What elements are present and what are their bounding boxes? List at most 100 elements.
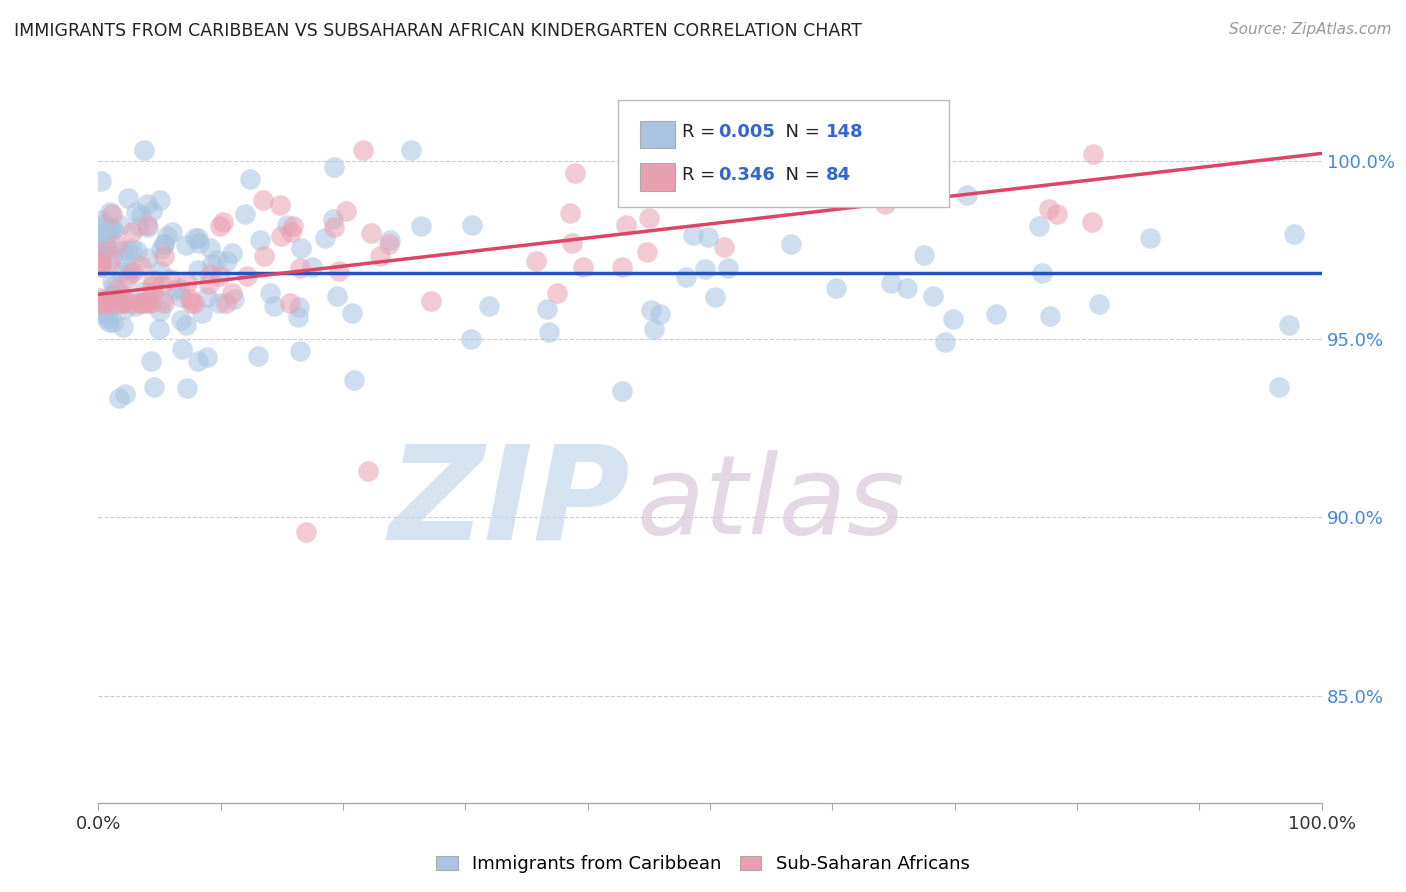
Point — [96, 307, 118, 321]
Point — [136, 197, 159, 211]
Point — [141, 203, 163, 218]
Point — [636, 244, 658, 259]
Point — [142, 273, 165, 287]
Point — [215, 254, 238, 268]
Point — [263, 299, 285, 313]
Point — [103, 223, 125, 237]
Point — [187, 231, 209, 245]
Point — [524, 254, 547, 268]
Point — [201, 256, 224, 270]
Point — [90, 260, 112, 274]
Point — [207, 296, 229, 310]
Point — [643, 322, 665, 336]
Text: R =: R = — [682, 166, 721, 184]
Point — [89, 233, 111, 247]
Point — [101, 207, 124, 221]
Point — [378, 233, 401, 247]
Point — [105, 296, 128, 310]
Point — [536, 302, 558, 317]
Point — [149, 194, 172, 208]
Point — [89, 291, 111, 305]
Point — [205, 252, 228, 267]
Point — [253, 249, 276, 263]
Point — [136, 219, 159, 234]
Point — [1028, 219, 1050, 233]
Point — [91, 247, 114, 261]
Point — [717, 260, 740, 275]
Point — [780, 236, 803, 251]
Point — [134, 143, 156, 157]
Point — [136, 293, 159, 307]
Point — [135, 294, 157, 309]
Point — [1081, 146, 1104, 161]
Point — [105, 282, 128, 296]
Point — [138, 251, 160, 265]
Point — [125, 204, 148, 219]
Point — [896, 281, 918, 295]
Point — [215, 296, 238, 310]
Point — [96, 241, 118, 255]
Point — [616, 218, 638, 232]
Point — [942, 312, 965, 326]
Point — [187, 263, 209, 277]
Point — [880, 276, 903, 290]
Point — [114, 302, 136, 317]
Point — [128, 296, 150, 310]
Point — [1267, 380, 1289, 394]
Point — [695, 261, 717, 276]
Point — [378, 237, 401, 252]
Point — [107, 392, 129, 406]
Point — [150, 243, 173, 257]
FancyBboxPatch shape — [640, 163, 675, 191]
Point — [187, 235, 209, 250]
Point — [640, 303, 662, 318]
Point — [111, 319, 134, 334]
Point — [89, 212, 111, 227]
Point — [301, 260, 323, 274]
Point — [108, 218, 131, 232]
Point — [121, 265, 143, 279]
Point — [236, 268, 259, 283]
Point — [610, 384, 633, 398]
Point — [91, 244, 114, 258]
Text: N =: N = — [773, 123, 825, 141]
Point — [288, 260, 311, 275]
Point — [984, 307, 1007, 321]
Point — [1046, 207, 1069, 221]
Point — [221, 286, 243, 301]
Point — [118, 261, 141, 276]
Point — [187, 353, 209, 368]
Text: Source: ZipAtlas.com: Source: ZipAtlas.com — [1229, 22, 1392, 37]
Point — [135, 219, 157, 233]
Point — [179, 292, 201, 306]
Point — [111, 287, 134, 301]
Point — [1081, 215, 1104, 229]
Point — [259, 285, 281, 300]
Point — [167, 281, 190, 295]
Point — [132, 296, 155, 310]
Point — [170, 290, 193, 304]
Point — [571, 260, 593, 274]
Point — [110, 265, 132, 279]
Point — [956, 188, 979, 202]
Point — [128, 296, 150, 310]
Point — [101, 288, 124, 302]
Point — [356, 464, 378, 478]
Point — [176, 238, 198, 252]
FancyBboxPatch shape — [619, 100, 949, 207]
Point — [623, 161, 645, 175]
Point — [108, 296, 131, 310]
Text: ZIP: ZIP — [389, 440, 630, 566]
Point — [105, 237, 128, 252]
Text: 148: 148 — [827, 123, 863, 141]
Point — [198, 241, 221, 255]
Point — [149, 303, 172, 318]
Point — [91, 306, 114, 320]
Point — [326, 289, 349, 303]
Text: 0.005: 0.005 — [718, 123, 776, 141]
Point — [270, 229, 292, 244]
Point — [343, 373, 366, 387]
Point — [118, 267, 141, 281]
Point — [101, 288, 124, 302]
Point — [287, 310, 309, 324]
